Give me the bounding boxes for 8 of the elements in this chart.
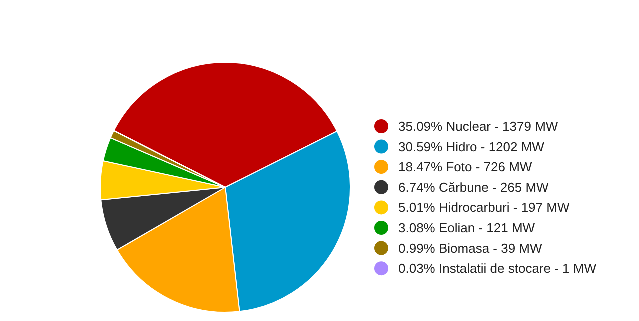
legend-label: 35.09% Nuclear - 1379 MW	[398, 119, 559, 134]
legend-label: 6.74% Cărbune - 265 MW	[398, 180, 550, 195]
legend-label: 0.99% Biomasa - 39 MW	[398, 240, 544, 256]
legend-label: 3.08% Eolian - 121 MW	[398, 220, 536, 236]
legend-label: 18.47% Foto - 726 MW	[398, 160, 533, 175]
legend-label: 5.01% Hidrocarburi - 197 MW	[398, 200, 570, 216]
legend-label: 30.59% Hidro - 1202 MW	[398, 139, 546, 154]
legend-label: 0.03% Instalatii de stocare - 1 MW	[398, 261, 598, 276]
